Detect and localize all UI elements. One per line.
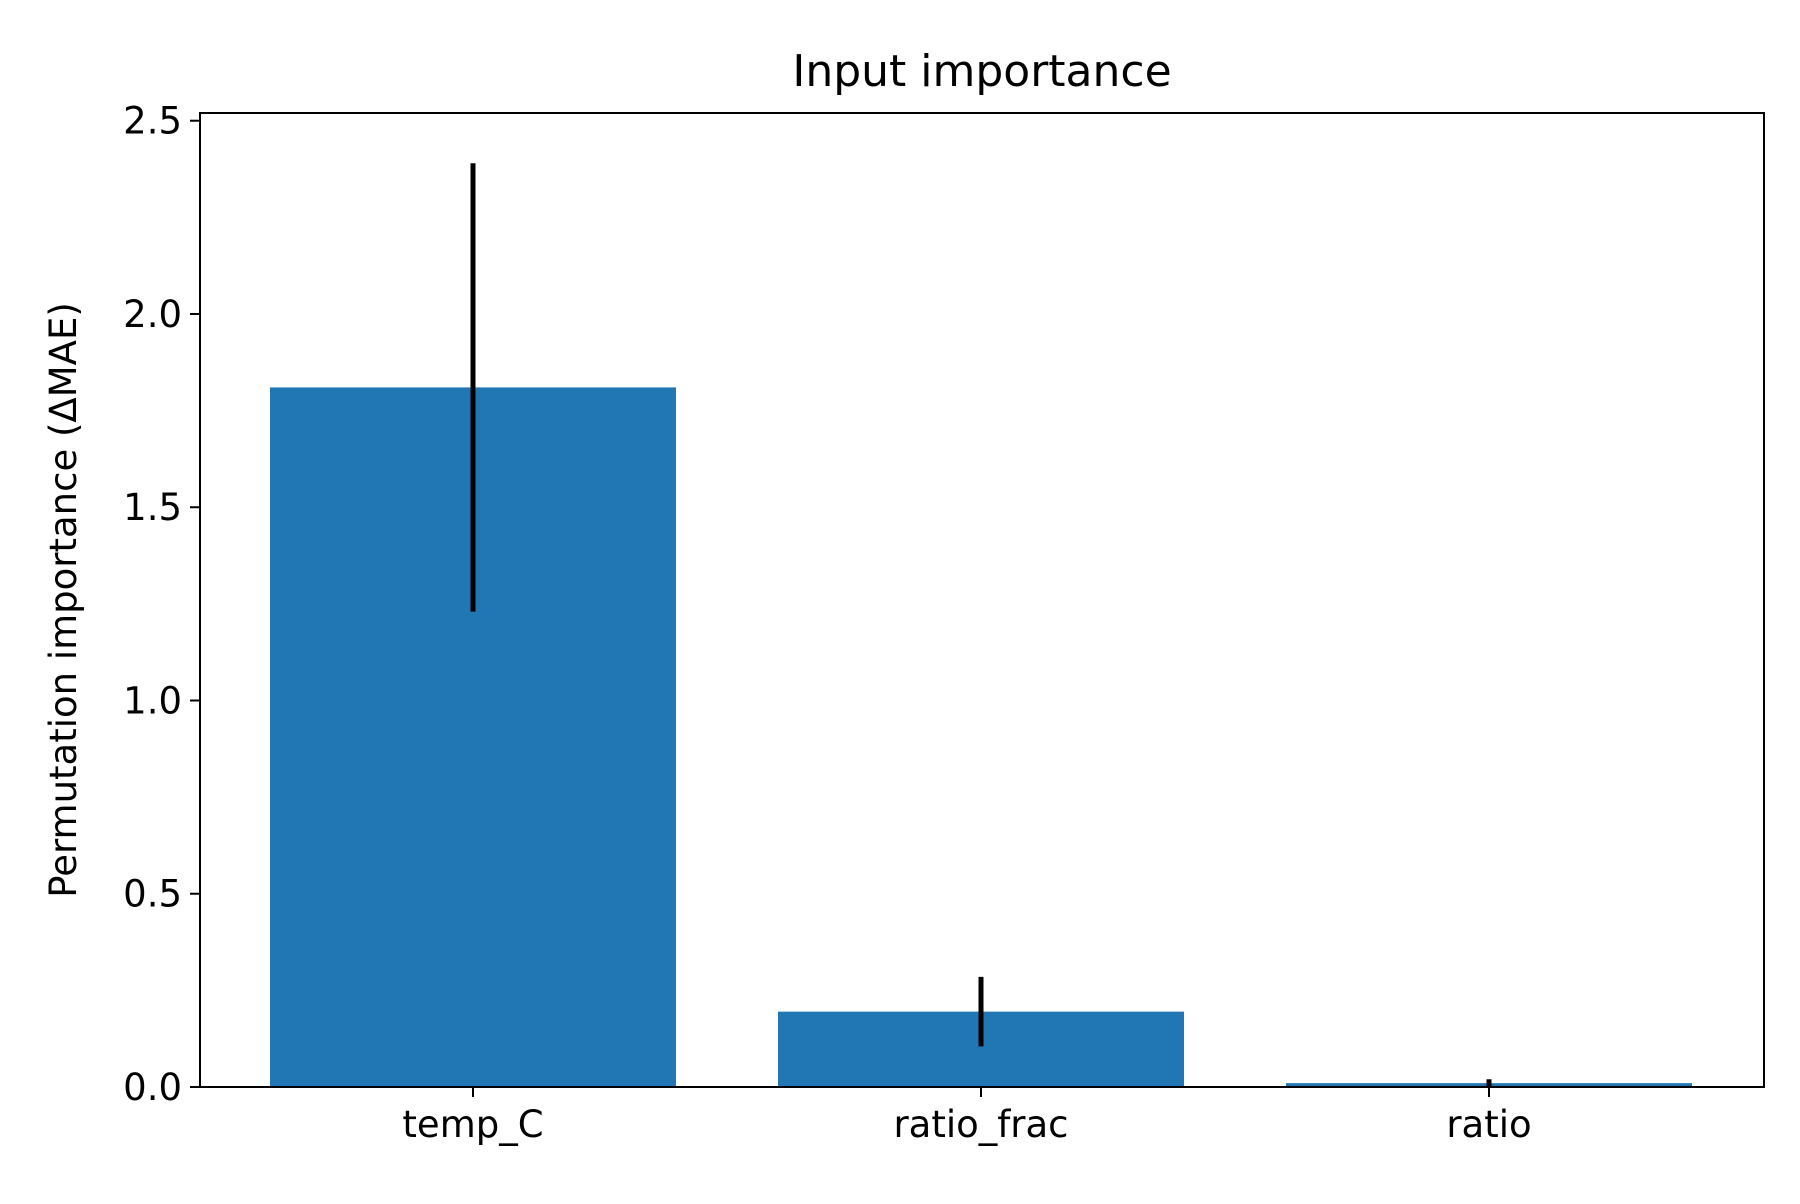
y-axis: 0.0 0.5 1.0 1.5 2.0 2.5 (123, 100, 200, 1109)
y-tick-label: 2.0 (123, 293, 182, 336)
y-tick-label: 0.0 (123, 1066, 182, 1109)
y-tick-label: 1.0 (123, 679, 182, 722)
x-tick-label: temp_C (402, 1103, 543, 1146)
error-bars-layer (470, 163, 1492, 1087)
chart-title: Input importance (792, 46, 1171, 97)
y-axis-title: Permutation importance (ΔMAE) (42, 302, 85, 898)
x-tick-label: ratio_frac (893, 1103, 1068, 1146)
y-tick-label: 2.5 (123, 100, 182, 143)
x-tick-label: ratio (1446, 1103, 1531, 1146)
y-tick-label: 1.5 (123, 486, 182, 529)
y-tick-label: 0.5 (123, 873, 182, 916)
x-axis: temp_C ratio_frac ratio (402, 1087, 1532, 1146)
